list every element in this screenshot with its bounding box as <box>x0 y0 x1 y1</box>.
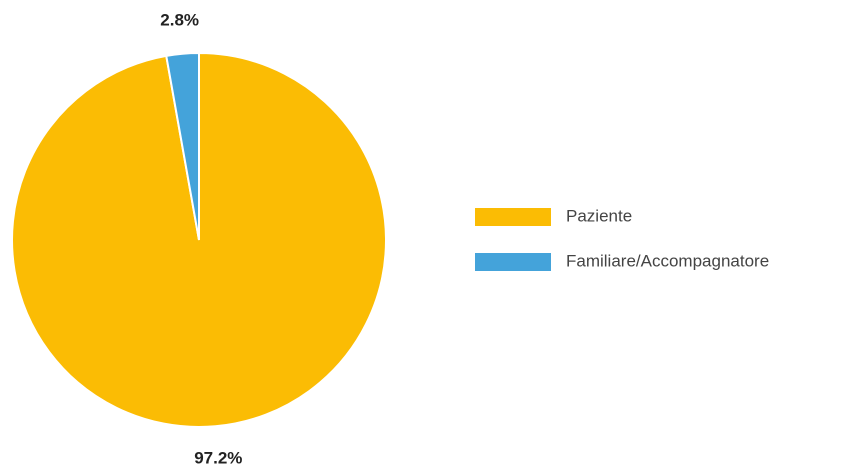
value-label: 97.2% <box>194 449 242 468</box>
legend-swatch <box>475 208 551 226</box>
pie-slice <box>165 51 200 241</box>
value-label: 2.8% <box>160 10 199 29</box>
legend-label: Familiare/Accompagnatore <box>566 251 769 270</box>
legend-label: Paziente <box>566 206 632 225</box>
legend-swatch <box>475 253 551 271</box>
